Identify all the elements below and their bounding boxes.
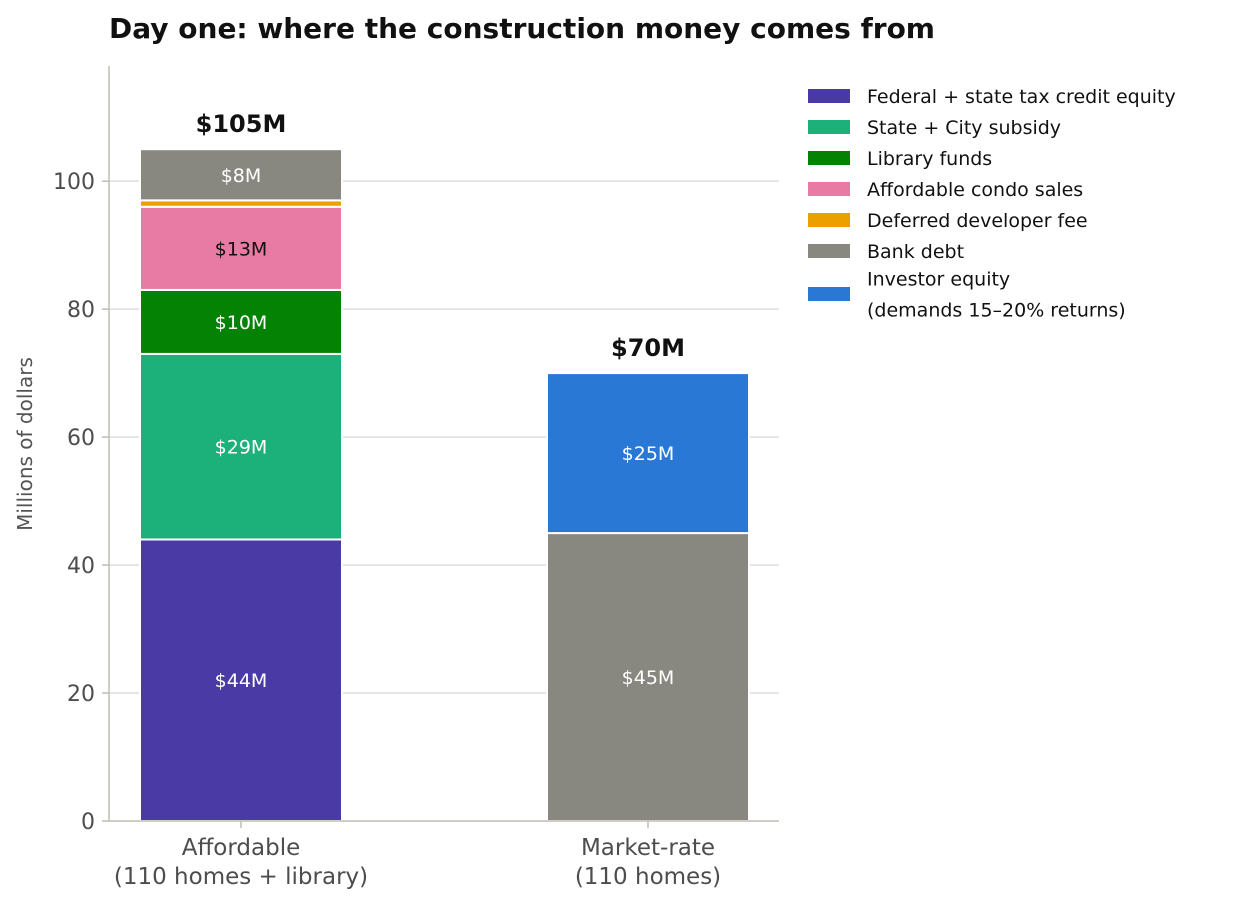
segment-label-0-5: $8M	[221, 165, 262, 187]
bar-segment-0-0	[139, 538, 343, 822]
y-tick-label-0: 0	[81, 810, 95, 835]
segment-label-1-5: $45M	[622, 667, 675, 689]
y-tick-label-20: 20	[67, 682, 95, 707]
legend-label-5: Bank debt	[867, 241, 964, 263]
segment-label-0-1: $29M	[215, 437, 268, 459]
legend-swatch-0	[808, 89, 850, 103]
legend-swatch-6	[808, 287, 850, 301]
legend-label-2: Library funds	[867, 148, 992, 170]
y-axis-label: Millions of dollars	[13, 357, 37, 531]
legend: Federal + state tax credit equity State +…	[808, 86, 1176, 322]
x-tick-label-1-0: Market-rate	[581, 835, 715, 861]
x-tick-label-0-1: (110 homes + library)	[114, 864, 368, 890]
legend-label-0: Federal + state tax credit equity	[867, 86, 1176, 108]
bar-segment-0-1	[139, 352, 343, 541]
legend-swatch-1	[808, 120, 850, 134]
segment-label-0-3: $13M	[215, 238, 268, 260]
y-tick-label-40: 40	[67, 554, 95, 579]
bar-segment-1-5	[546, 532, 750, 823]
total-label-0: $105M	[196, 110, 287, 138]
legend-label-1: State + City subsidy	[867, 117, 1061, 139]
segment-label-1-6: $25M	[622, 443, 675, 465]
y-tick-label-60: 60	[67, 426, 95, 451]
legend-label-3: Affordable condo sales	[867, 179, 1083, 201]
segment-label-0-0: $44M	[215, 670, 268, 692]
legend-swatch-3	[808, 182, 850, 196]
legend-swatch-2	[808, 151, 850, 165]
legend-swatch-5	[808, 244, 850, 258]
legend-swatch-4	[808, 213, 850, 227]
bar-segment-0-5	[139, 148, 343, 202]
chart-title: Day one: where the construction money co…	[109, 12, 935, 45]
axes: 0 20 40 60 80 100 Affordable (110 homes + libra…	[53, 66, 779, 890]
y-tick-label-100: 100	[53, 170, 95, 195]
legend-label-4: Deferred developer fee	[867, 210, 1088, 232]
legend-label-6: Investor equity (demands 15–20% returns)	[867, 269, 1126, 322]
x-tick-label-0-0: Affordable	[182, 835, 301, 861]
bars: $44M $29M $10M $13M $8M $105M $45M $25M $70M	[139, 110, 750, 823]
bar-segment-1-6	[546, 372, 750, 535]
segment-label-0-2: $10M	[215, 312, 268, 334]
total-label-1: $70M	[611, 334, 685, 362]
y-tick-label-80: 80	[67, 298, 95, 323]
x-tick-label-1-1: (110 homes)	[575, 864, 721, 890]
